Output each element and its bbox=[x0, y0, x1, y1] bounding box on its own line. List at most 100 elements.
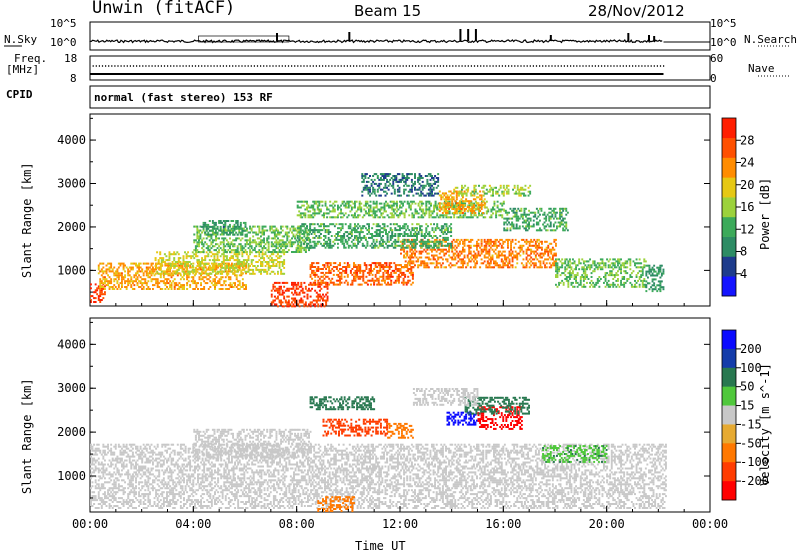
power-cell bbox=[278, 265, 281, 267]
power-cell bbox=[471, 210, 474, 212]
power-cell bbox=[489, 258, 492, 261]
power-cell bbox=[482, 186, 485, 189]
power-cell bbox=[488, 188, 491, 191]
power-cell bbox=[518, 190, 521, 193]
power-cell bbox=[462, 196, 464, 199]
power-cell bbox=[530, 256, 533, 259]
power-cell bbox=[439, 235, 442, 237]
power-cell bbox=[393, 192, 396, 195]
power-cell bbox=[561, 262, 564, 265]
power-cell bbox=[493, 260, 495, 263]
power-cell bbox=[275, 229, 278, 232]
power-cell bbox=[637, 262, 639, 265]
power-cell bbox=[338, 206, 341, 209]
power-cell bbox=[443, 238, 446, 241]
power-cell bbox=[349, 200, 352, 203]
power-cell bbox=[270, 225, 273, 228]
power-cell bbox=[367, 188, 370, 191]
power-cell bbox=[450, 235, 453, 237]
power-cell bbox=[455, 212, 458, 214]
power-cell bbox=[431, 254, 433, 257]
power-cell bbox=[207, 235, 210, 238]
power-cell bbox=[408, 271, 411, 274]
power-cell bbox=[445, 252, 447, 255]
power-cell bbox=[249, 239, 252, 242]
power-cell bbox=[445, 240, 447, 243]
power-cell bbox=[225, 255, 228, 258]
power-cell bbox=[247, 257, 250, 260]
power-cell bbox=[294, 289, 297, 292]
power-cell bbox=[232, 245, 234, 248]
power-cell bbox=[241, 251, 244, 254]
power-cell bbox=[400, 233, 403, 235]
power-cell bbox=[547, 254, 550, 257]
power-cell bbox=[107, 282, 109, 285]
power-cell bbox=[404, 264, 407, 267]
power-cell bbox=[295, 229, 298, 232]
power-cell bbox=[510, 264, 512, 267]
power-cell bbox=[207, 255, 210, 258]
power-cell bbox=[246, 241, 248, 244]
power-cell bbox=[270, 293, 273, 296]
power-cell bbox=[122, 264, 125, 267]
power-cell bbox=[233, 225, 236, 228]
power-cell bbox=[212, 284, 215, 287]
power-cell bbox=[323, 285, 326, 288]
power-cell bbox=[447, 242, 449, 245]
power-cell bbox=[617, 270, 619, 273]
power-cell bbox=[446, 202, 449, 205]
power-cell bbox=[213, 253, 216, 256]
power-cell bbox=[364, 188, 367, 191]
power-cell bbox=[479, 198, 482, 201]
power-cell bbox=[335, 233, 338, 235]
power-cell bbox=[144, 278, 147, 281]
power-cell bbox=[371, 269, 374, 272]
power-cell bbox=[383, 206, 386, 209]
power-cell bbox=[96, 289, 99, 292]
power-cell bbox=[280, 301, 282, 304]
power-cell bbox=[428, 200, 431, 203]
power-cell bbox=[610, 283, 613, 286]
power-cell bbox=[407, 256, 410, 259]
power-cell bbox=[417, 233, 420, 235]
power-cell bbox=[198, 245, 200, 248]
power-cell bbox=[383, 225, 386, 228]
power-cell bbox=[238, 282, 241, 285]
power-cell bbox=[375, 233, 378, 235]
power-cell bbox=[550, 242, 553, 245]
power-cell bbox=[309, 268, 312, 270]
power-cell bbox=[338, 223, 341, 226]
power-cell bbox=[315, 242, 318, 245]
power-cell bbox=[309, 240, 312, 243]
power-cell bbox=[370, 178, 373, 181]
power-cell bbox=[364, 210, 367, 213]
power-cell bbox=[641, 272, 644, 275]
power-cell bbox=[187, 276, 190, 279]
power-cell bbox=[156, 284, 159, 287]
power-cell bbox=[333, 204, 336, 207]
power-cell bbox=[297, 303, 300, 306]
power-cell bbox=[227, 266, 230, 269]
power-cell bbox=[233, 245, 236, 248]
power-cell bbox=[433, 204, 435, 207]
power-cell bbox=[455, 250, 458, 253]
power-cell bbox=[340, 268, 343, 270]
power-cell bbox=[179, 278, 182, 281]
power-cell bbox=[374, 273, 377, 276]
power-cell bbox=[411, 214, 414, 217]
power-cell bbox=[402, 235, 404, 237]
power-cell bbox=[223, 280, 226, 283]
power-cell bbox=[186, 278, 189, 281]
power-cell bbox=[529, 192, 532, 195]
power-cell bbox=[484, 192, 487, 195]
power-cell bbox=[221, 262, 224, 265]
power-cell bbox=[386, 246, 389, 249]
power-cell bbox=[194, 272, 197, 275]
power-cell bbox=[632, 285, 635, 288]
power-cell bbox=[461, 188, 463, 191]
power-cell bbox=[538, 246, 540, 249]
power-cell bbox=[378, 178, 381, 181]
power-cell bbox=[386, 180, 388, 183]
power-cell bbox=[178, 286, 181, 288]
power-cell bbox=[618, 266, 621, 269]
